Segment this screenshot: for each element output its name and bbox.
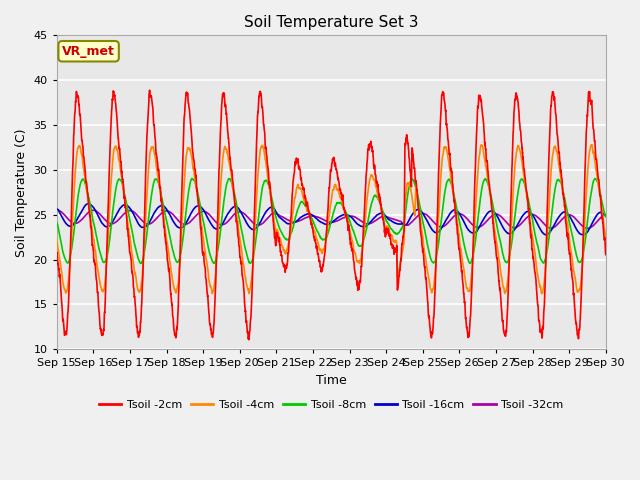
Tsoil -2cm bbox=[244, 337, 252, 343]
Tsoil -8cm bbox=[436, 228, 444, 234]
Tsoil -32cm bbox=[465, 218, 473, 224]
Tsoil -2cm bbox=[227, 166, 235, 171]
Tsoil -4cm bbox=[436, 192, 444, 197]
Tsoil -4cm bbox=[436, 196, 444, 202]
Tsoil -2cm bbox=[465, 329, 473, 335]
Tsoil -4cm bbox=[506, 254, 513, 260]
Tsoil -32cm bbox=[583, 226, 591, 231]
Tsoil -16cm bbox=[84, 201, 92, 206]
Tsoil -32cm bbox=[436, 224, 444, 229]
Tsoil -8cm bbox=[602, 214, 609, 220]
Tsoil -16cm bbox=[53, 206, 61, 212]
Tsoil -2cm bbox=[436, 127, 444, 133]
Tsoil -16cm bbox=[602, 212, 609, 218]
Tsoil -8cm bbox=[53, 219, 61, 225]
Line: Tsoil -2cm: Tsoil -2cm bbox=[57, 90, 605, 340]
Title: Soil Temperature Set 3: Soil Temperature Set 3 bbox=[244, 15, 419, 30]
Tsoil -8cm bbox=[227, 179, 235, 185]
Tsoil -16cm bbox=[542, 232, 550, 238]
Legend: Tsoil -2cm, Tsoil -4cm, Tsoil -8cm, Tsoil -16cm, Tsoil -32cm: Tsoil -2cm, Tsoil -4cm, Tsoil -8cm, Tsoi… bbox=[95, 396, 568, 415]
Tsoil -2cm bbox=[146, 87, 154, 93]
Tsoil -16cm bbox=[506, 231, 514, 237]
Line: Tsoil -4cm: Tsoil -4cm bbox=[57, 144, 605, 294]
Text: VR_met: VR_met bbox=[62, 45, 115, 58]
Tsoil -4cm bbox=[538, 291, 546, 297]
Tsoil -8cm bbox=[401, 215, 409, 220]
Tsoil -16cm bbox=[227, 206, 235, 212]
Tsoil -2cm bbox=[401, 143, 409, 148]
Tsoil -2cm bbox=[436, 123, 444, 129]
Line: Tsoil -16cm: Tsoil -16cm bbox=[57, 204, 605, 235]
Tsoil -4cm bbox=[588, 142, 596, 147]
Tsoil -32cm bbox=[506, 223, 513, 228]
X-axis label: Time: Time bbox=[316, 374, 347, 387]
Tsoil -4cm bbox=[401, 218, 408, 224]
Tsoil -32cm bbox=[602, 212, 609, 218]
Line: Tsoil -8cm: Tsoil -8cm bbox=[57, 179, 605, 264]
Tsoil -2cm bbox=[506, 231, 514, 237]
Tsoil -8cm bbox=[506, 250, 514, 256]
Tsoil -4cm bbox=[227, 168, 235, 174]
Tsoil -32cm bbox=[401, 221, 408, 227]
Tsoil -8cm bbox=[188, 176, 196, 181]
Y-axis label: Soil Temperature (C): Soil Temperature (C) bbox=[15, 128, 28, 257]
Tsoil -16cm bbox=[401, 222, 408, 228]
Tsoil -2cm bbox=[53, 250, 61, 256]
Tsoil -8cm bbox=[137, 261, 145, 266]
Tsoil -16cm bbox=[465, 228, 473, 234]
Tsoil -32cm bbox=[436, 224, 444, 229]
Tsoil -32cm bbox=[53, 207, 61, 213]
Tsoil -8cm bbox=[436, 226, 444, 232]
Tsoil -16cm bbox=[436, 228, 444, 233]
Tsoil -32cm bbox=[227, 216, 235, 221]
Tsoil -8cm bbox=[465, 260, 473, 265]
Tsoil -4cm bbox=[465, 288, 473, 294]
Tsoil -4cm bbox=[602, 235, 609, 240]
Tsoil -4cm bbox=[53, 236, 61, 241]
Line: Tsoil -32cm: Tsoil -32cm bbox=[57, 210, 605, 228]
Tsoil -2cm bbox=[602, 252, 609, 257]
Tsoil -16cm bbox=[436, 228, 444, 233]
